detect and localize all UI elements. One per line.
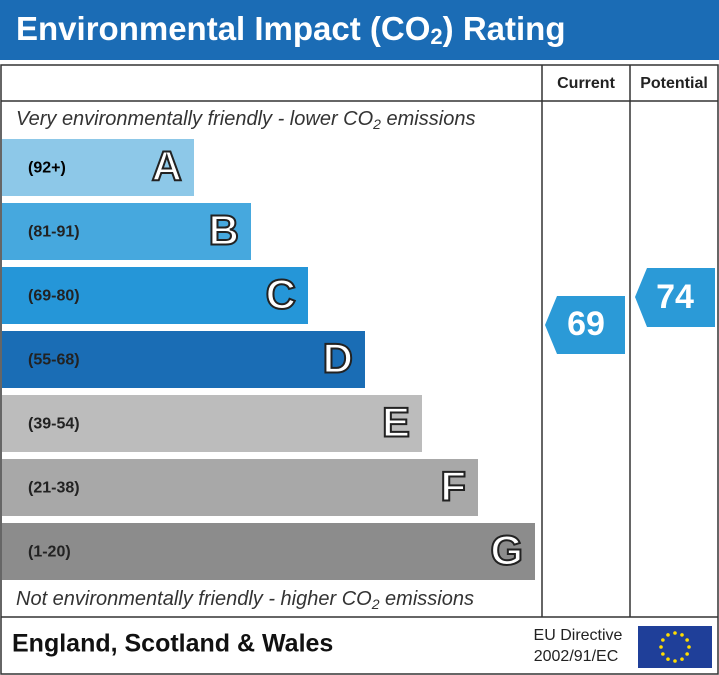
note-part: Not environmentally friendly - higher CO: [16, 588, 372, 610]
band-bar: [2, 203, 251, 260]
band-letter: A: [152, 143, 182, 190]
note-part: Very environmentally friendly - lower CO: [16, 108, 373, 130]
band-letter: B: [209, 207, 239, 254]
flag-star: [685, 638, 689, 642]
band-letter: F: [440, 463, 466, 510]
note-part: emissions: [380, 588, 474, 610]
footer-region: England, Scotland & Wales: [12, 630, 333, 658]
title-part: Environmental Impact (CO: [16, 10, 430, 47]
band-range: (1-20): [28, 544, 71, 561]
flag-star: [661, 652, 665, 656]
band-letter: D: [323, 335, 353, 382]
flag-star: [680, 633, 684, 637]
flag-star: [666, 633, 670, 637]
column-header: Current: [557, 75, 615, 92]
band-bar: [2, 523, 535, 580]
table-frame: [0, 64, 719, 675]
eu-flag: [638, 626, 712, 668]
band-letter: C: [266, 271, 296, 318]
band-letter: E: [382, 399, 410, 446]
title-subscript: 2: [430, 24, 442, 49]
band-range: (21-38): [28, 480, 80, 497]
band-bar: [2, 395, 422, 452]
flag-star: [687, 645, 691, 649]
band-range: (92+): [28, 160, 66, 177]
band-range: (81-91): [28, 224, 80, 241]
bands: (92+) A (81-91) B (69-80) C (55-68) D (39-54) E (2…: [2, 139, 535, 580]
band-bar: [2, 459, 478, 516]
flag-star: [661, 638, 665, 642]
potential-value: 74: [656, 278, 694, 316]
footer-directive: EU Directive: [534, 627, 623, 644]
title: Environmental Impact (CO2) Rating: [16, 10, 565, 49]
flag-star: [673, 659, 677, 663]
note-subscript: 2: [371, 596, 380, 612]
band-bar: [2, 139, 194, 196]
band-bar: [2, 331, 365, 388]
band-range: (55-68): [28, 352, 80, 369]
top-note: Very environmentally friendly - lower CO…: [16, 108, 475, 131]
flag-star: [666, 657, 670, 661]
band-range: (39-54): [28, 416, 80, 433]
note-subscript: 2: [372, 116, 381, 132]
footer-directive: 2002/91/EC: [534, 648, 619, 665]
current-value: 69: [567, 305, 605, 343]
note-part: emissions: [381, 108, 475, 130]
potential-arrow: [635, 268, 715, 327]
band-letter: G: [490, 527, 523, 574]
column-header: Potential: [640, 75, 708, 92]
title-part: ) Rating: [443, 10, 566, 47]
bottom-note: Not environmentally friendly - higher CO…: [16, 588, 474, 611]
flag-star: [659, 645, 663, 649]
band-range: (69-80): [28, 288, 80, 305]
flag-star: [685, 652, 689, 656]
flag-star: [673, 631, 677, 635]
current-arrow: [545, 296, 625, 354]
title-bar: [0, 0, 719, 60]
band-bar: [2, 267, 308, 324]
flag-star: [680, 657, 684, 661]
